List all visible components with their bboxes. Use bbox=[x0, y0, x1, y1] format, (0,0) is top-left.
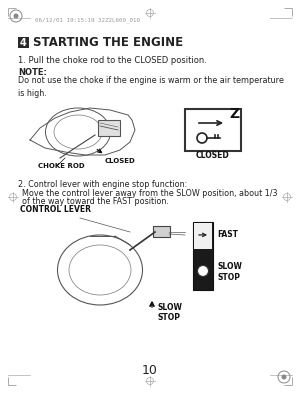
Text: CONTROL LEVER: CONTROL LEVER bbox=[20, 205, 91, 214]
FancyBboxPatch shape bbox=[152, 226, 170, 237]
FancyBboxPatch shape bbox=[193, 222, 213, 290]
FancyBboxPatch shape bbox=[18, 37, 29, 48]
Text: SLOW: SLOW bbox=[157, 303, 182, 312]
Text: STOP: STOP bbox=[217, 273, 240, 282]
Text: CHOKE ROD: CHOKE ROD bbox=[38, 163, 85, 169]
Text: SLOW: SLOW bbox=[217, 262, 242, 271]
Circle shape bbox=[14, 13, 19, 18]
Circle shape bbox=[281, 375, 286, 380]
Text: 2. Control lever with engine stop function:: 2. Control lever with engine stop functi… bbox=[18, 180, 187, 189]
Text: NOTE:: NOTE: bbox=[18, 68, 47, 77]
Text: STOP: STOP bbox=[157, 314, 180, 323]
Text: 4: 4 bbox=[20, 37, 27, 48]
Text: Move the control lever away from the SLOW position, about 1/3: Move the control lever away from the SLO… bbox=[22, 189, 278, 198]
Text: CLOSED: CLOSED bbox=[196, 151, 230, 160]
Text: 1. Pull the choke rod to the CLOSED position.: 1. Pull the choke rod to the CLOSED posi… bbox=[18, 56, 207, 65]
Text: Z: Z bbox=[229, 107, 239, 121]
Text: 06/12/01 19:15:19 32Z2L600_010: 06/12/01 19:15:19 32Z2L600_010 bbox=[35, 17, 140, 23]
FancyBboxPatch shape bbox=[185, 109, 241, 151]
Bar bbox=[98, 120, 120, 136]
Bar bbox=[194, 223, 212, 249]
Text: STARTING THE ENGINE: STARTING THE ENGINE bbox=[33, 36, 183, 49]
Text: CLOSED: CLOSED bbox=[105, 158, 135, 164]
Text: FAST: FAST bbox=[217, 230, 238, 239]
Text: Do not use the choke if the engine is warm or the air temperature
is high.: Do not use the choke if the engine is wa… bbox=[18, 76, 284, 97]
Text: 10: 10 bbox=[142, 364, 158, 376]
Text: of the way toward the FAST position.: of the way toward the FAST position. bbox=[22, 197, 169, 206]
Circle shape bbox=[197, 265, 208, 276]
